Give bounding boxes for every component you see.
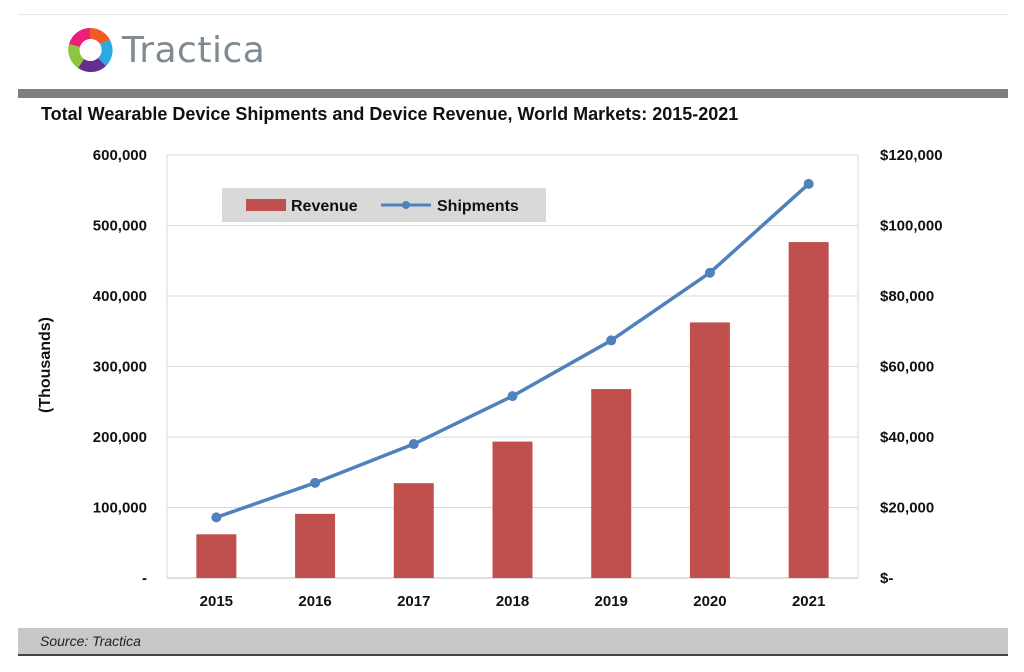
point-shipments-2020	[704, 267, 715, 278]
source-bar: Source: Tractica	[18, 628, 1008, 656]
y-axis-label: (Thousands)	[37, 317, 54, 413]
y2-tick-label: $80,000	[880, 288, 934, 305]
point-shipments-2016	[310, 477, 321, 488]
y2-tick-label: $40,000	[880, 429, 934, 446]
x-tick-label: 2017	[397, 593, 430, 610]
y2-tick-label: $60,000	[880, 359, 934, 376]
y-tick-label: 500,000	[93, 218, 147, 235]
legend-shipments-marker	[402, 201, 410, 209]
y-tick-label: 100,000	[93, 500, 147, 517]
point-shipments-2015	[211, 512, 222, 523]
y-tick-label: 300,000	[93, 359, 147, 376]
x-tick-label: 2020	[693, 593, 726, 610]
legend: Revenue Shipments	[222, 188, 546, 222]
header-divider	[18, 89, 1008, 98]
brand-logo: Tractica	[64, 22, 265, 78]
bar-revenue-2019	[591, 389, 632, 578]
bar-revenue-2020	[689, 322, 730, 578]
x-tick-label: 2019	[595, 593, 628, 610]
brand-name: Tractica	[122, 29, 266, 71]
legend-shipments-label: Shipments	[437, 198, 519, 215]
bar-revenue-2017	[393, 483, 434, 578]
point-shipments-2018	[507, 391, 518, 402]
y2-tick-label: $120,000	[880, 147, 943, 164]
y-tick-label: -	[142, 570, 147, 587]
bar-revenue-2016	[295, 513, 336, 578]
bar-revenue-2015	[196, 534, 237, 578]
legend-revenue-label: Revenue	[291, 198, 358, 215]
x-tick-label: 2016	[298, 593, 331, 610]
point-shipments-2021	[803, 178, 814, 189]
y2-tick-label: $-	[880, 570, 893, 587]
point-shipments-2017	[408, 439, 419, 450]
y2-tick-label: $100,000	[880, 218, 943, 235]
bar-revenue-2018	[492, 441, 533, 578]
point-shipments-2019	[606, 335, 617, 346]
y-tick-label: 600,000	[93, 147, 147, 164]
chart-title: Total Wearable Device Shipments and Devi…	[41, 104, 739, 124]
y-tick-label: 200,000	[93, 429, 147, 446]
x-tick-label: 2018	[496, 593, 529, 610]
x-tick-label: 2015	[200, 593, 233, 610]
bar-revenue-2021	[788, 242, 829, 578]
legend-revenue-swatch	[246, 199, 286, 211]
tractica-logo-icon	[68, 27, 113, 73]
x-tick-label: 2021	[792, 593, 825, 610]
source-note: Source: Tractica	[40, 633, 141, 649]
y-tick-label: 400,000	[93, 288, 147, 305]
y2-tick-label: $20,000	[880, 500, 934, 517]
